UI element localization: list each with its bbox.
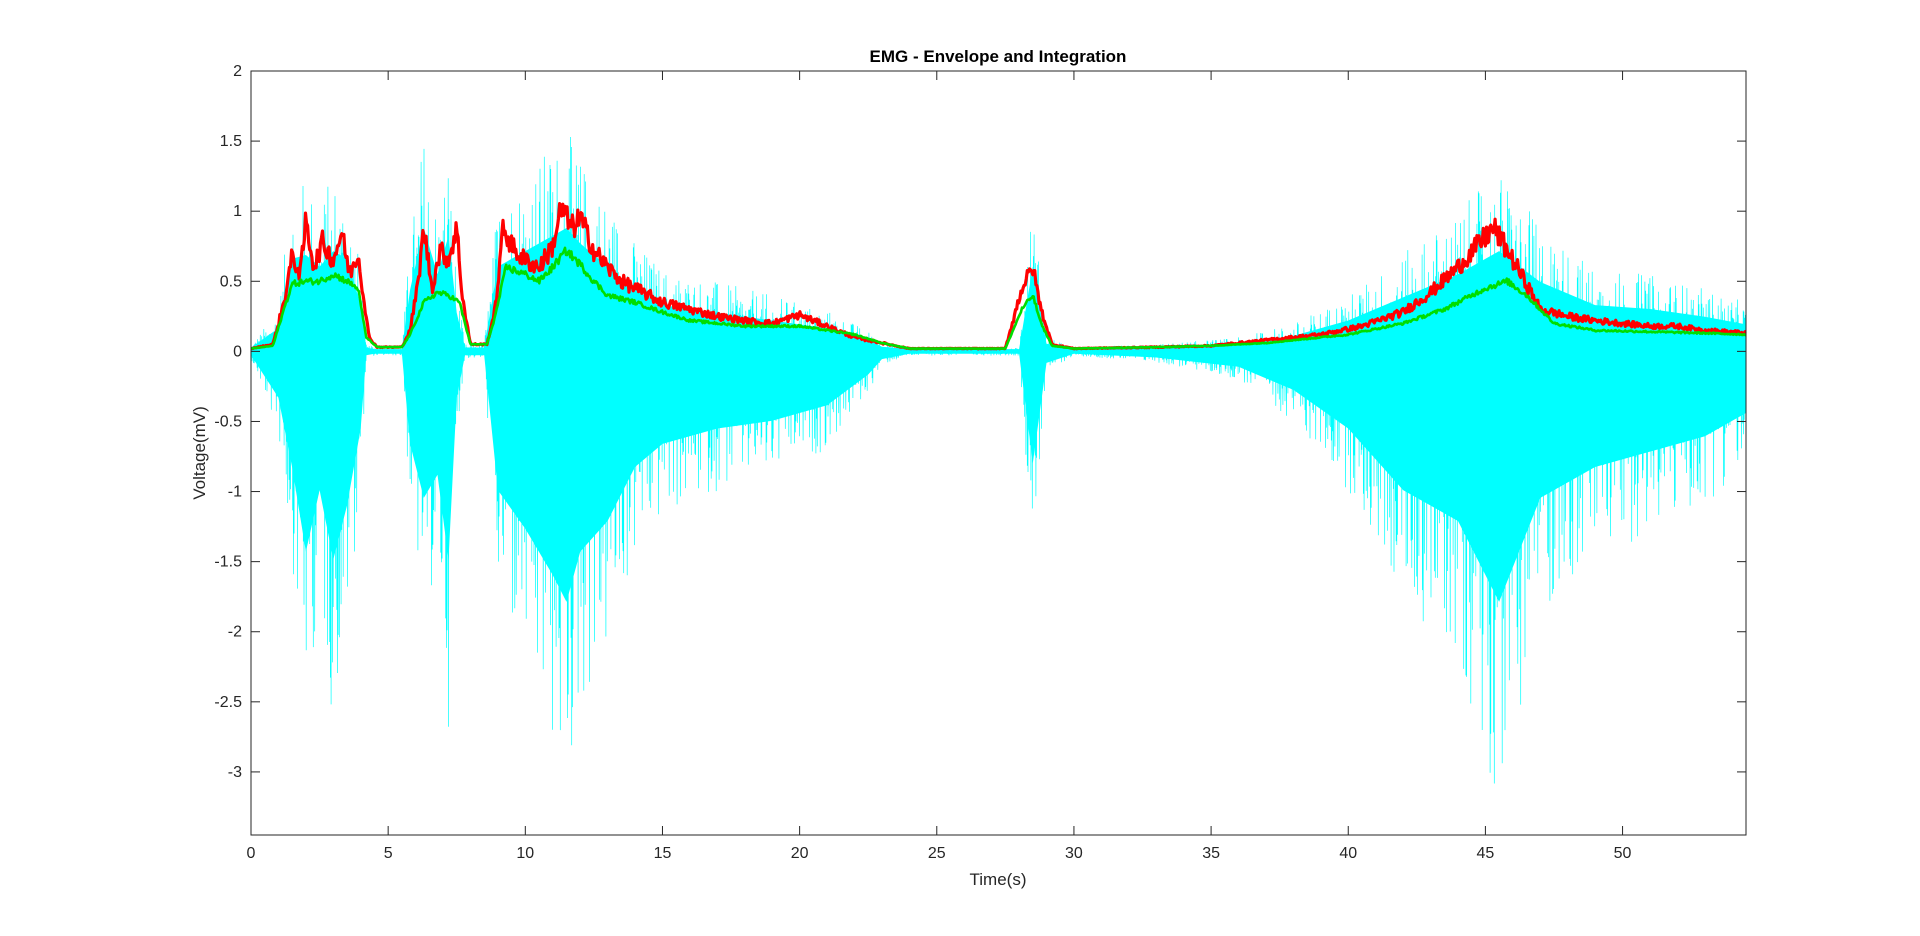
x-tick-label: 35 — [1202, 845, 1220, 862]
y-tick-label: -2.5 — [214, 694, 242, 711]
x-tick-label: 50 — [1614, 845, 1632, 862]
tick-layer: 0 5 10 15 20 25 30 35 40 45 50 2 1.5 1 0.5 0 -0.5 -1 -1.5 -… — [214, 63, 1746, 862]
x-tick-label: 0 — [247, 845, 256, 862]
axes-box — [250, 70, 1747, 836]
x-tick-label: 30 — [1065, 845, 1083, 862]
y-tick-label: -1.5 — [214, 554, 242, 571]
y-tick-label: -3 — [228, 764, 242, 781]
y-tick-label: -2 — [228, 624, 242, 641]
x-tick-label: 45 — [1477, 845, 1495, 862]
x-tick-label: 25 — [928, 845, 946, 862]
y-tick-label: 1.5 — [220, 133, 242, 150]
y-tick-label: -0.5 — [214, 413, 242, 430]
x-tick-label: 5 — [384, 845, 393, 862]
series-layer — [250, 136, 1747, 784]
x-tick-label: 40 — [1339, 845, 1357, 862]
y-tick-label: -1 — [228, 484, 242, 501]
y-tick-label: 0.5 — [220, 273, 242, 290]
y-tick-label: 1 — [233, 203, 242, 220]
integration-line — [250, 246, 1747, 350]
y-tick-label: 2 — [233, 63, 242, 80]
x-tick-label: 15 — [654, 845, 672, 862]
x-tick-label: 20 — [791, 845, 809, 862]
x-axis-label: Time(s) — [970, 870, 1027, 889]
chart-title: EMG - Envelope and Integration — [870, 47, 1127, 66]
raw-emg-line — [250, 136, 1747, 784]
y-axis-label: Voltage(mV) — [190, 406, 209, 500]
x-tick-label: 10 — [516, 845, 534, 862]
y-tick-label: 0 — [233, 343, 242, 360]
